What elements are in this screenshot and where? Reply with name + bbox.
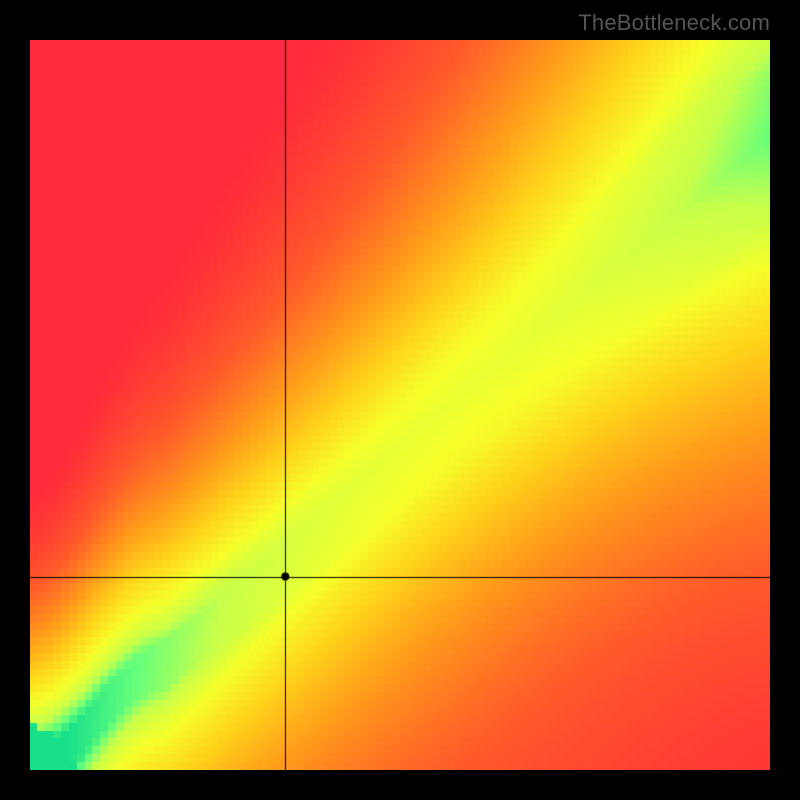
watermark-text: TheBottleneck.com [578, 10, 770, 36]
heatmap-plot-area [30, 40, 770, 770]
root-container: TheBottleneck.com [0, 0, 800, 800]
heatmap-canvas [30, 40, 770, 770]
